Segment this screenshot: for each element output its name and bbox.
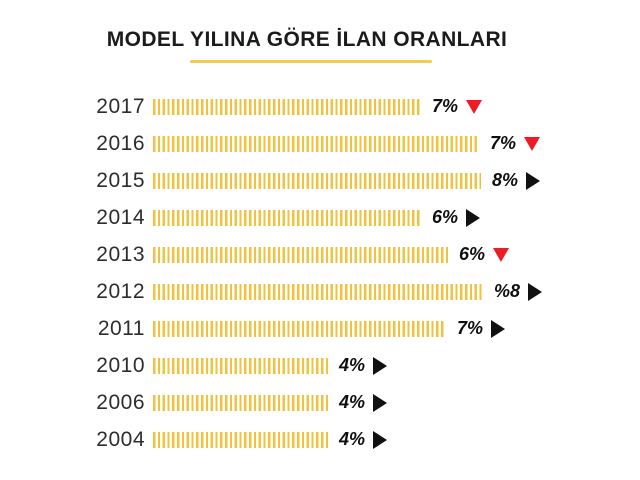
bar <box>153 320 446 337</box>
value-label: 8% <box>492 170 519 190</box>
trend-arrow-icon <box>373 430 388 449</box>
chart-row-2004: 2004 4% <box>0 421 640 458</box>
bar <box>153 172 481 189</box>
bar <box>153 283 483 300</box>
trend-arrow-icon <box>466 208 481 227</box>
year-label: 2014 <box>96 205 145 229</box>
trend-arrow-icon <box>528 282 543 301</box>
value-label: 7% <box>457 318 484 338</box>
chart-row-2013: 2013 6% <box>0 236 640 273</box>
chart-rows: 2017 7% 2016 7% 2015 8% 2014 6% 2013 6% … <box>0 88 640 458</box>
value-label: 4% <box>339 429 366 449</box>
chart-row-2010: 2010 4% <box>0 347 640 384</box>
trend-arrow-icon <box>493 247 510 262</box>
year-label: 2013 <box>96 242 145 266</box>
year-label: 2006 <box>96 390 145 414</box>
chart-row-2014: 2014 6% <box>0 199 640 236</box>
value-label: 6% <box>459 244 486 264</box>
bar <box>153 431 328 448</box>
chart-title: MODEL YILINA GÖRE İLAN ORANLARI <box>106 28 508 51</box>
bar <box>153 246 448 263</box>
value-label: 7% <box>490 133 517 153</box>
year-label: 2011 <box>97 316 145 340</box>
year-label: 2010 <box>96 353 145 377</box>
chart-row-2015: 2015 8% <box>0 162 640 199</box>
bar <box>153 357 328 374</box>
value-label: 4% <box>339 355 366 375</box>
year-label: 2012 <box>96 279 145 303</box>
year-label: 2015 <box>96 168 145 192</box>
chart-row-2011: 2011 7% <box>0 310 640 347</box>
trend-arrow-icon <box>526 171 541 190</box>
bar <box>153 135 479 152</box>
chart-row-2017: 2017 7% <box>0 88 640 125</box>
bar <box>153 209 421 226</box>
trend-arrow-icon <box>491 319 506 338</box>
value-label: 4% <box>339 392 366 412</box>
year-label: 2017 <box>96 94 145 118</box>
trend-arrow-icon <box>373 393 388 412</box>
value-label: %8 <box>494 281 521 301</box>
bar <box>153 394 328 411</box>
year-label: 2016 <box>96 131 145 155</box>
trend-arrow-icon <box>466 99 483 114</box>
chart-row-2012: 2012 %8 <box>0 273 640 310</box>
year-label: 2004 <box>96 427 145 451</box>
chart-row-2006: 2006 4% <box>0 384 640 421</box>
chart-row-2016: 2016 7% <box>0 125 640 162</box>
bar <box>153 98 421 115</box>
title-underline <box>190 60 432 63</box>
trend-arrow-icon <box>524 136 541 151</box>
trend-arrow-icon <box>373 356 388 375</box>
value-label: 6% <box>432 207 459 227</box>
value-label: 7% <box>432 96 459 116</box>
